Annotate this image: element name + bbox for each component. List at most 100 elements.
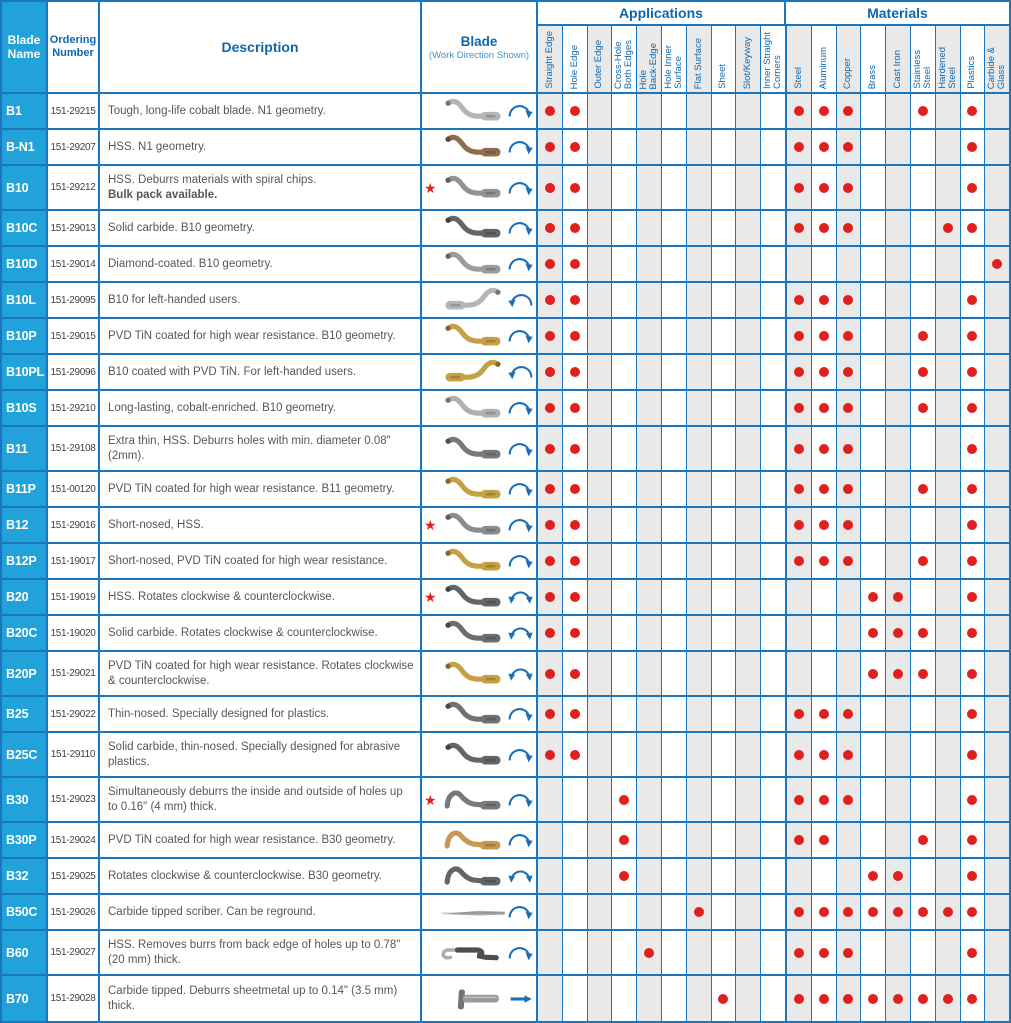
table-row-b11p: B11P 151-00120 PVD TiN coated for high wea… [2,472,1009,508]
matrix-cell-straight-edge [538,508,563,542]
matrix-cell-hole-back-edge [637,976,662,1021]
matrix-cell-aluminum [812,976,837,1021]
matrix-cell-steel [786,544,812,578]
feature-dot [818,106,829,116]
matrix-cell-carbide-glass [985,778,1009,821]
matrix-cell-aluminum [812,895,837,929]
matrix-cell-straight-edge [538,544,563,578]
ordering-number-cell: 151-29024 [48,823,100,857]
matrix-cell-hardened-steel [935,427,961,470]
feature-matrix [538,733,1009,776]
matrix-cell-outer-edge [587,616,613,650]
feature-matrix [538,931,1009,974]
ordering-number-cell: 151-29013 [48,211,100,245]
feature-dot [818,907,829,917]
matrix-cell-sheet [712,94,737,128]
clockwise-arrow-icon [508,555,533,569]
matrix-cell-inner-straight-corners [761,859,787,893]
matrix-cell-copper [836,166,862,209]
feature-dot [793,907,804,917]
column-label-text: Steel [792,67,804,89]
blade-name-cell: B20P [2,652,48,695]
ordering-number-cell: 151-29025 [48,859,100,893]
blade-image-cell [422,130,538,164]
matrix-cell-hardened-steel [935,697,961,731]
clockwise-arrow-icon [508,946,533,960]
blade-name-cell: B10PL [2,355,48,389]
feature-dot [893,628,904,638]
matrix-cell-steel [786,895,812,929]
matrix-cell-carbide-glass [985,544,1009,578]
matrix-cell-hole-edge [563,355,588,389]
matrix-cell-hardened-steel [935,778,961,821]
matrix-cell-brass [861,652,887,695]
matrix-cell-inner-straight-corners [761,319,787,353]
matrix-cell-stainless-steel [911,580,936,614]
column-label-text: Straight Edge [543,31,555,89]
matrix-cell-hole-back-edge [637,391,662,425]
matrix-cell-outer-edge [587,508,613,542]
matrix-cell-hole-back-edge [637,211,662,245]
matrix-cell-inner-straight-corners [761,823,787,857]
blade-image [457,988,499,1009]
description-cell: Solid carbide. B10 geometry. [100,211,422,245]
feature-dot [868,871,879,881]
matrix-cell-hardened-steel [935,733,961,776]
matrix-cell-brass [861,616,887,650]
description-cell: Short-nosed, HSS. [100,508,422,542]
matrix-cell-flat-surface [686,130,712,164]
matrix-cell-hole-edge [563,778,588,821]
matrix-cell-hole-inner-surface [662,895,687,929]
blade-name-cell: B11P [2,472,48,506]
matrix-cell-hardened-steel [935,544,961,578]
feature-dot [544,403,555,413]
matrix-cell-inner-straight-corners [761,166,787,209]
feature-dot [544,182,555,193]
matrix-cell-hardened-steel [935,616,961,650]
feature-dot [843,794,854,805]
matrix-cell-hole-edge [563,472,588,506]
bidirectional-arrow-icon [508,870,533,883]
table-row-b10s: B10S 151-29210 Long-lasting, cobalt-enrich… [2,391,1009,427]
clockwise-arrow-icon [508,105,533,119]
matrix-cell-steel [786,652,812,695]
blade-name-cell: B12 [2,508,48,542]
ordering-number-cell: 151-19017 [48,544,100,578]
description-cell: HSS. Removes burrs from back edge of hol… [100,931,422,974]
ordering-number-cell: 151-29095 [48,283,100,317]
matrix-cell-flat-surface [686,616,712,650]
matrix-cell-copper [836,544,862,578]
matrix-cell-stainless-steel [911,391,936,425]
matrix-cell-hole-inner-surface [662,652,687,695]
ordering-number-cell: 151-29028 [48,976,100,1021]
matrix-cell-outer-edge [587,895,613,929]
matrix-cell-flat-surface [686,166,712,209]
feature-matrix [538,616,1009,650]
matrix-cell-hardened-steel [935,472,961,506]
matrix-cell-hole-inner-surface [662,859,687,893]
matrix-cell-straight-edge [538,427,563,470]
blade-image-cell [422,391,538,425]
matrix-cell-aluminum [812,859,837,893]
matrix-cell-copper [836,616,862,650]
matrix-cell-outer-edge [587,823,613,857]
feature-dot [544,223,555,233]
blade-image-cell [422,247,538,281]
feature-dot [544,331,555,341]
feature-dot [843,443,854,454]
description-text: Thin-nosed. Specially designed for plast… [108,707,330,720]
feature-dot [569,484,580,494]
feature-dot [917,993,928,1004]
matrix-cell-straight-edge [538,355,563,389]
feature-dot [917,628,928,638]
matrix-cell-cross-hole-both-edges [612,652,638,695]
matrix-cell-inner-straight-corners [761,508,787,542]
matrix-cell-brass [861,130,887,164]
feature-dot [917,331,928,341]
matrix-cell-aluminum [812,697,837,731]
feature-dot [569,592,580,602]
matrix-cell-stainless-steel [911,427,936,470]
matrix-cell-plastics [961,427,986,470]
blade-image-cell [422,976,538,1021]
feature-dot [917,907,928,917]
